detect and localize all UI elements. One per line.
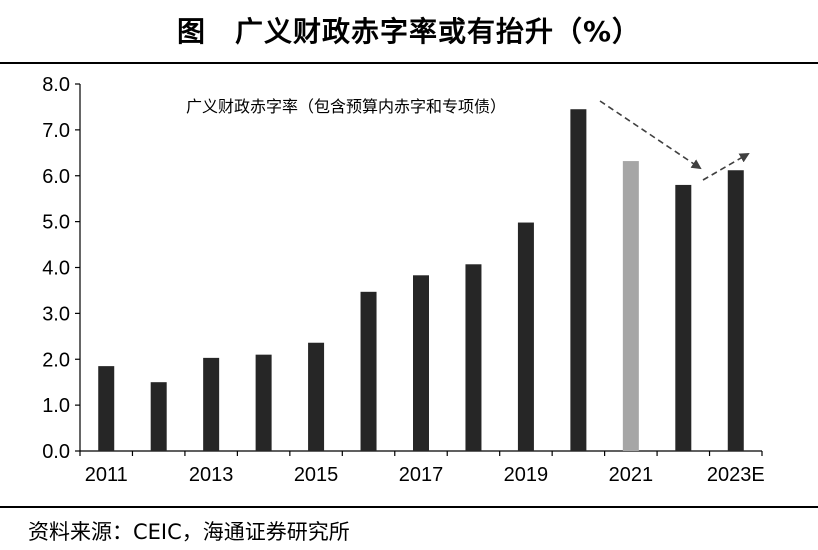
bar-2019 bbox=[517, 222, 534, 451]
chart-annotation: 广义财政赤字率（包含预算内赤字和专项债） bbox=[186, 97, 506, 116]
bar-2020 bbox=[570, 109, 587, 451]
x-tick-label: 2017 bbox=[399, 464, 444, 486]
x-tick-label: 2019 bbox=[504, 464, 549, 486]
bar-2011 bbox=[98, 366, 115, 451]
bar-2012 bbox=[150, 382, 167, 451]
chart-ticks: 0.0 1.0 2.0 3.0 4.0 5.0 6.0 7.0 8.0 2011 2013 2015 2… bbox=[42, 74, 765, 486]
bar-2013 bbox=[203, 357, 220, 451]
source-note: 资料来源：CEIC，海通证券研究所 bbox=[28, 520, 350, 544]
y-tick-label: 0.0 bbox=[42, 441, 70, 463]
y-tick-label: 2.0 bbox=[42, 349, 70, 371]
bar-2014 bbox=[255, 354, 272, 451]
bar-2018 bbox=[465, 264, 482, 451]
bar-2016 bbox=[360, 291, 377, 451]
y-tick-label: 3.0 bbox=[42, 303, 70, 325]
trend-arrow-up bbox=[702, 152, 750, 181]
chart-bars bbox=[98, 109, 744, 452]
y-tick-label: 6.0 bbox=[42, 166, 70, 188]
y-tick-label: 8.0 bbox=[42, 74, 70, 96]
bar-2021 bbox=[622, 161, 639, 451]
bar-2022 bbox=[675, 184, 692, 452]
y-tick-label: 1.0 bbox=[42, 395, 70, 417]
x-tick-label: 2021 bbox=[609, 464, 654, 486]
x-tick-label: 2023E bbox=[707, 464, 765, 486]
x-tick-label: 2013 bbox=[189, 464, 234, 486]
source-bar: 资料来源：CEIC，海通证券研究所 bbox=[0, 506, 818, 550]
trend-arrow-down bbox=[599, 100, 702, 170]
y-tick-label: 5.0 bbox=[42, 212, 70, 234]
y-tick-label: 4.0 bbox=[42, 258, 70, 280]
bar-2017 bbox=[413, 275, 429, 451]
x-tick-label: 2011 bbox=[85, 464, 128, 486]
chart-title: 图 广义财政赤字率或有抬升（%） bbox=[176, 15, 642, 48]
x-tick-label: 2015 bbox=[294, 464, 339, 486]
bar-2023E bbox=[727, 170, 744, 451]
y-tick-label: 7.0 bbox=[42, 120, 70, 142]
title-bar: 图 广义财政赤字率或有抬升（%） bbox=[0, 0, 818, 64]
bar-2015 bbox=[308, 342, 325, 451]
